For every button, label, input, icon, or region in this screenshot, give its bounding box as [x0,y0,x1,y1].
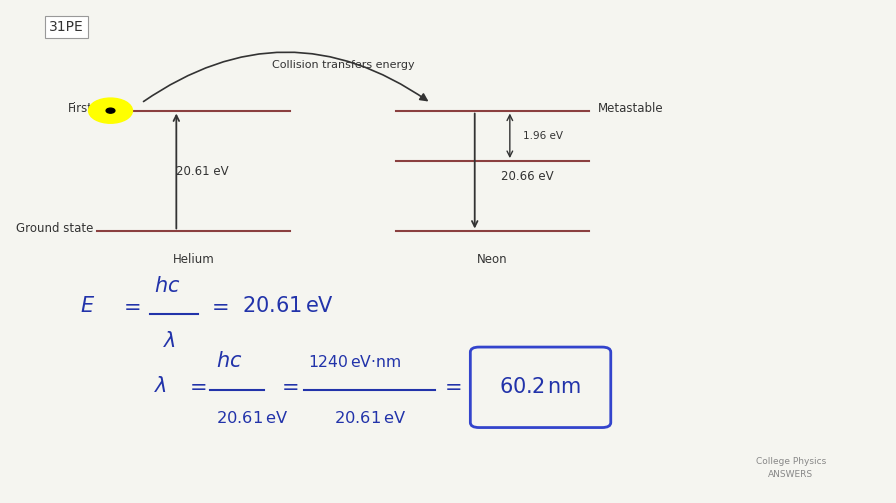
Text: $20.61\,\mathrm{eV}$: $20.61\,\mathrm{eV}$ [216,409,288,426]
Text: Ground state: Ground state [15,222,93,235]
Text: Metastable: Metastable [598,102,663,115]
Text: First: First [68,102,93,115]
FancyArrowPatch shape [143,52,427,102]
Text: 31PE: 31PE [49,20,84,34]
Text: Helium: Helium [173,253,215,266]
Text: 20.61 eV: 20.61 eV [177,164,229,178]
Text: $\lambda$: $\lambda$ [163,331,177,351]
Text: College Physics
ANSWERS: College Physics ANSWERS [755,457,826,478]
Text: $=$: $=$ [207,296,228,316]
Text: $60.2\,\mathrm{nm}$: $60.2\,\mathrm{nm}$ [499,377,582,397]
Text: $=$: $=$ [277,376,298,396]
Text: $20.61\,\mathrm{eV}$: $20.61\,\mathrm{eV}$ [242,296,334,316]
Text: $1240\,\mathrm{eV{\cdot}nm}$: $1240\,\mathrm{eV{\cdot}nm}$ [308,354,401,370]
Text: Collision transfers energy: Collision transfers energy [271,60,414,70]
Circle shape [106,108,115,113]
Circle shape [89,98,133,123]
Text: $=$: $=$ [185,376,207,396]
Text: $hc$: $hc$ [216,351,242,371]
Text: $\lambda$: $\lambda$ [154,376,168,396]
Text: 20.66 eV: 20.66 eV [501,170,554,183]
Text: Neon: Neon [477,253,508,266]
Text: $=$: $=$ [440,376,461,396]
Text: $20.61\,\mathrm{eV}$: $20.61\,\mathrm{eV}$ [334,409,407,426]
FancyBboxPatch shape [470,347,611,428]
Text: $hc$: $hc$ [154,276,181,296]
Text: $=$: $=$ [119,296,141,316]
Text: $E$: $E$ [80,296,95,316]
Text: 1.96 eV: 1.96 eV [523,131,563,141]
